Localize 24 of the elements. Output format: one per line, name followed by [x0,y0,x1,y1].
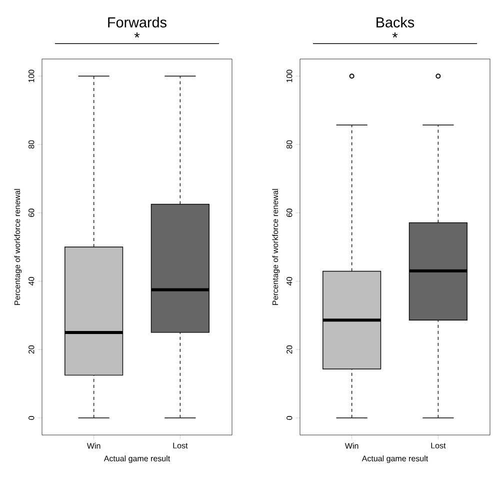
y-tick-label: 60 [286,208,292,217]
text: * [392,32,398,38]
y-tick-label: 0 [286,416,292,420]
x-tick-label: Win [86,442,100,449]
y-tick-label: 60 [28,208,34,217]
x-tick-label: Lost [173,442,188,448]
y-tick-label: 80 [286,140,292,149]
x-tick-label: Win [344,442,358,449]
y-tick-label: 40 [28,277,34,286]
x-axis-title: Actual game result [104,455,170,463]
chart-title: Forwards [108,16,166,28]
x-tick-label: Lost [431,442,446,448]
y-axis-title: Percentage of workforce renewal [14,189,22,305]
y-tick-label: 100 [286,70,292,82]
y-tick-label: 40 [286,277,292,286]
y-tick-label: 80 [28,140,34,149]
chart-title: Backs [376,16,414,28]
y-tick-label: 20 [28,345,34,354]
text: * [134,32,140,38]
y-tick-label: 0 [28,416,34,420]
y-axis-title: Percentage of workforce renewal [272,189,280,305]
y-tick-label: 20 [286,345,292,354]
y-tick-label: 100 [28,70,34,82]
x-axis-title: Actual game result [362,455,428,463]
